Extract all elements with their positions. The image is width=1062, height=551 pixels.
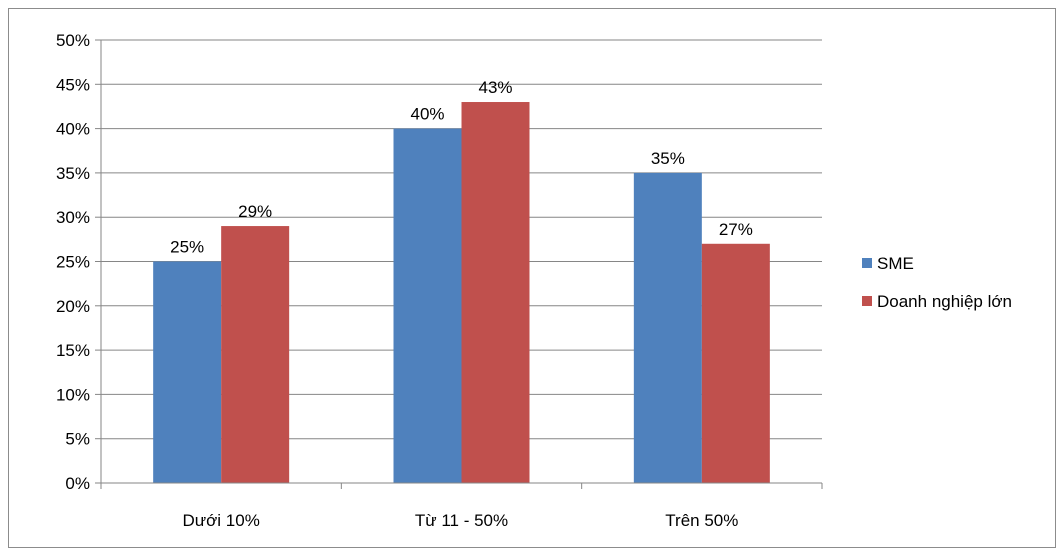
- bar-sme: [633, 172, 702, 483]
- data-label: 29%: [238, 202, 272, 221]
- y-tick-label: 25%: [56, 253, 90, 272]
- data-labels: 25% 29% 40% 43% 35% 27%: [170, 78, 753, 256]
- data-label: 27%: [719, 220, 753, 239]
- y-tick-label: 5%: [65, 430, 90, 449]
- y-tick-label: 35%: [56, 164, 90, 183]
- y-axis-ticks: 0% 5% 10% 15% 20% 25% 30% 35% 40% 45% 50%: [56, 31, 101, 493]
- bar-sme: [153, 261, 222, 483]
- legend-swatch: [862, 258, 872, 268]
- data-label: 25%: [170, 238, 204, 257]
- bars: [153, 102, 770, 484]
- y-tick-label: 40%: [56, 120, 90, 139]
- axes: [100, 40, 823, 489]
- legend: SME Doanh nghiệp lớn: [862, 254, 1012, 311]
- y-tick-label: 0%: [65, 474, 90, 493]
- y-tick-label: 45%: [56, 75, 90, 94]
- y-tick-label: 20%: [56, 297, 90, 316]
- bar-doanh-nghiep-lon: [701, 243, 770, 483]
- x-category-label: Từ 11 - 50%: [415, 511, 508, 530]
- data-label: 35%: [651, 149, 685, 168]
- y-tick-label: 50%: [56, 31, 90, 50]
- bar-doanh-nghiep-lon: [461, 102, 530, 484]
- legend-label: Doanh nghiệp lớn: [877, 292, 1012, 311]
- x-axis-categories: Dưới 10% Từ 11 - 50% Trên 50%: [182, 511, 738, 530]
- x-category-label: Dưới 10%: [182, 511, 259, 530]
- x-category-label: Trên 50%: [665, 511, 738, 530]
- data-label: 40%: [410, 105, 444, 124]
- bar-doanh-nghiep-lon: [221, 226, 290, 483]
- y-tick-label: 30%: [56, 208, 90, 227]
- legend-swatch: [862, 296, 872, 306]
- legend-label: SME: [877, 254, 914, 273]
- y-tick-label: 10%: [56, 385, 90, 404]
- y-tick-label: 15%: [56, 341, 90, 360]
- bar-sme: [393, 128, 462, 483]
- data-label: 43%: [478, 78, 512, 97]
